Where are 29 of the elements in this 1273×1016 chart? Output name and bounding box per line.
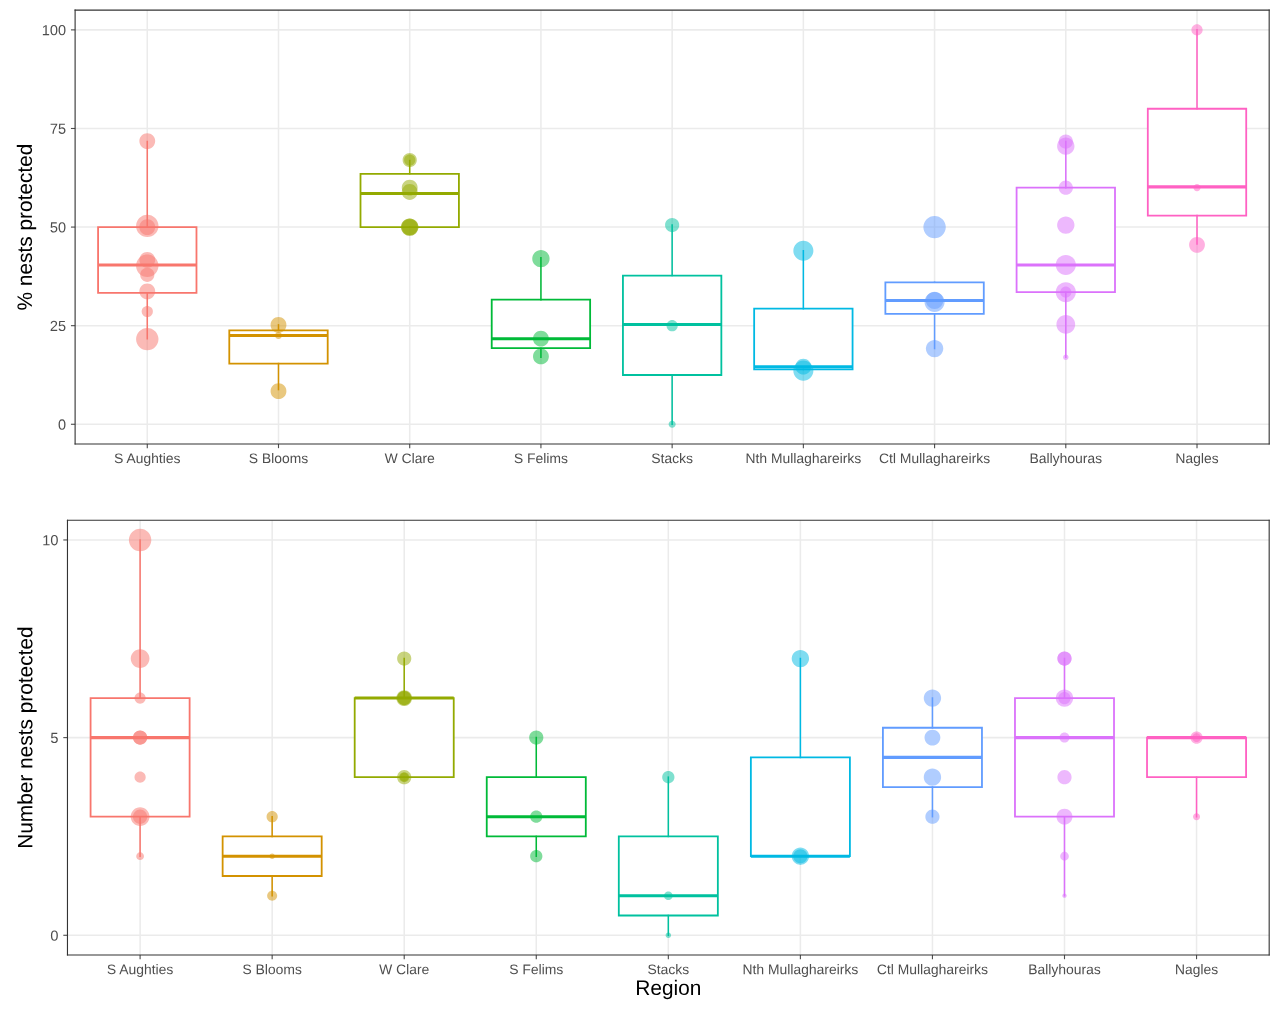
- y-tick-label: 25: [50, 320, 66, 332]
- y-tick-label: 0: [50, 930, 58, 941]
- x-tick-label: Nagles: [1176, 964, 1218, 978]
- x-tick-label: S Aughties: [114, 453, 180, 466]
- x-tick-label: Stacks: [651, 453, 693, 464]
- y-tick-label: 50: [50, 222, 66, 233]
- x-tick-label: W Clare: [384, 453, 435, 464]
- y-tick-label: 75: [50, 123, 66, 134]
- x-tick-label: Ballyhouras: [1029, 964, 1101, 978]
- x-tick-label: S Felims: [509, 964, 563, 975]
- x-tick-label: S Blooms: [249, 453, 308, 464]
- x-tick-label: S Felims: [514, 453, 568, 464]
- x-tick-label: Nth Mullaghareirks: [746, 453, 861, 466]
- y-tick-label: 10: [43, 535, 58, 546]
- x-tick-label: S Aughties: [107, 964, 173, 978]
- x-tick-label: Ballyhouras: [1030, 453, 1102, 466]
- x-tick-label: Ctl Mullaghareirks: [879, 453, 990, 466]
- x-tick-label: Nth Mullaghareirks: [743, 964, 858, 978]
- y-tick-label: 100: [42, 24, 66, 36]
- y-tick-label: 5: [50, 732, 58, 744]
- y-axis-title: % nests protected: [16, 145, 37, 310]
- x-tick-label: W Clare: [379, 964, 429, 975]
- y-axis-title: Number nests protected: [17, 627, 37, 848]
- x-tick-label: Ctl Mullaghareirks: [877, 964, 988, 978]
- x-tick-label: Stacks: [648, 964, 689, 975]
- x-tick-label: S Blooms: [243, 964, 302, 975]
- x-axis-title: Region: [637, 979, 700, 1000]
- x-tick-label: Nagles: [1176, 453, 1219, 466]
- y-tick-label: 0: [58, 419, 66, 430]
